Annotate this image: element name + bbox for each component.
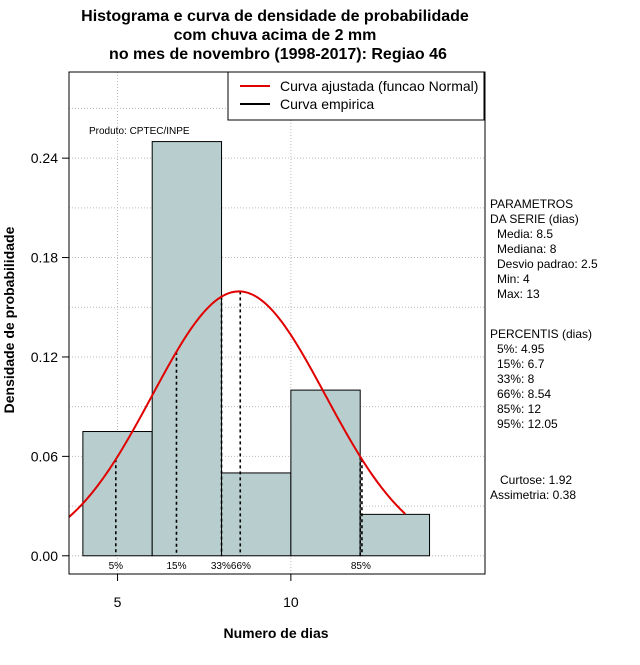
params-line-0: PARAMETROS xyxy=(490,197,573,211)
y-tick-label-1: 0.06 xyxy=(31,448,58,464)
params-line-2: Media: 8.5 xyxy=(497,227,553,241)
histogram-bar-4 xyxy=(359,513,431,557)
x-tick-label-1: 10 xyxy=(283,594,299,610)
chart-title-line-1: Histograma e curva de densidade de proba… xyxy=(81,8,469,25)
shape-line-0: Curtose: 1.92 xyxy=(500,473,572,487)
y-tick-label-0: 0.00 xyxy=(31,548,58,564)
y-tick-label-3: 0.18 xyxy=(31,250,58,266)
product-annotation: Produto: CPTEC/INPE xyxy=(89,126,190,137)
percentis-line-2: 15%: 6.7 xyxy=(497,357,545,371)
percentis-line-0: PERCENTIS (dias) xyxy=(490,327,592,341)
y-axis-label: Densidade de probabilidade xyxy=(1,226,17,413)
percentile-label-2: 33%66% xyxy=(211,561,251,572)
percentile-label-0: 5% xyxy=(109,561,124,572)
percentis-line-3: 33%: 8 xyxy=(497,372,535,386)
fitted-normal-curve xyxy=(68,290,406,518)
params-line-6: Max: 13 xyxy=(497,287,540,301)
y-tick-label-2: 0.12 xyxy=(31,349,58,365)
params-line-5: Min: 4 xyxy=(497,272,530,286)
curve-layer xyxy=(68,290,406,518)
params-line-1: DA SERIE (dias) xyxy=(490,212,579,226)
grid-layer xyxy=(69,72,485,574)
percentis-line-6: 95%: 12.05 xyxy=(497,417,558,431)
x-tick-label-0: 5 xyxy=(114,594,122,610)
shape-line-1: Assimetria: 0.38 xyxy=(490,488,576,502)
legend-box xyxy=(227,71,485,121)
histogram-bar-2 xyxy=(221,472,292,557)
percentile-label-3: 85% xyxy=(351,561,371,572)
legend-label-fitted: Curva ajustada (funcao Normal) xyxy=(280,78,478,94)
histogram-bar-1 xyxy=(151,141,223,557)
percentile-layer: 5% 15% 33%66% 85% xyxy=(109,291,371,572)
chart-title-line-2: com chuva acima de 2 mm xyxy=(174,27,377,44)
x-axis-label: Numero de dias xyxy=(223,625,328,641)
legend: Curva ajustada (funcao Normal) Curva emp… xyxy=(227,71,485,121)
chart-title-line-3: no mes de novembro (1998-2017): Regiao 4… xyxy=(109,46,447,63)
percentis-line-4: 66%: 8.54 xyxy=(497,387,551,401)
percentile-label-1: 15% xyxy=(166,561,186,572)
axis-layer: 5 10 0.00 0.06 0.12 0.18 0.24 xyxy=(31,150,299,610)
params-line-4: Desvio padrao: 2.5 xyxy=(497,257,598,271)
percentis-line-5: 85%: 12 xyxy=(497,402,541,416)
histogram-bar-0 xyxy=(82,431,153,557)
histogram-bar-3 xyxy=(290,389,361,557)
legend-label-empirical: Curva empirica xyxy=(280,96,374,112)
percentis-line-1: 5%: 4.95 xyxy=(497,342,545,356)
params-line-3: Mediana: 8 xyxy=(497,242,557,256)
y-tick-label-4: 0.24 xyxy=(31,150,58,166)
chart-title: Histograma e curva de densidade de proba… xyxy=(81,8,469,63)
bars-layer xyxy=(82,141,431,557)
